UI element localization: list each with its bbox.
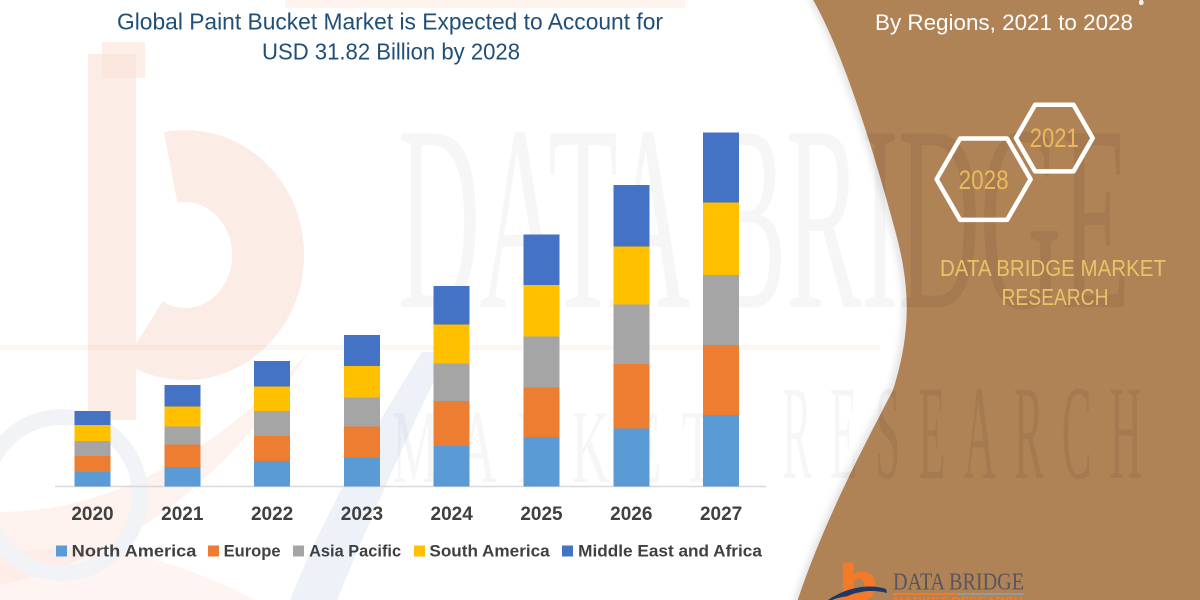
svg-text:2020: 2020 (71, 504, 113, 525)
svg-text:RESEARCH: RESEARCH (782, 357, 1160, 507)
svg-text:2024: 2024 (431, 504, 474, 525)
svg-text:2028: 2028 (959, 165, 1009, 195)
svg-text:2026: 2026 (610, 504, 652, 525)
svg-text:RESEARCH: RESEARCH (1002, 284, 1109, 310)
svg-text:North America: North America (72, 542, 197, 561)
svg-text:Europe: Europe (224, 542, 281, 561)
svg-text:By Regions, 2021 to 2028: By Regions, 2021 to 2028 (875, 10, 1133, 35)
svg-text:2025: 2025 (520, 504, 563, 525)
svg-text:2021: 2021 (1030, 123, 1079, 153)
svg-text:2027: 2027 (700, 504, 742, 525)
svg-text:DATA BRIDGE: DATA BRIDGE (893, 569, 1024, 596)
svg-text:South America: South America (429, 542, 550, 561)
svg-text:2021: 2021 (161, 504, 204, 525)
svg-text:2023: 2023 (341, 504, 383, 525)
svg-text:USD 31.82 Billion by 2028: USD 31.82 Billion by 2028 (262, 39, 520, 65)
svg-text:MARKET RESEARCH: MARKET RESEARCH (893, 594, 1023, 600)
svg-text:Middle East and Africa: Middle East and Africa (578, 542, 762, 561)
svg-text:Global Paint Bucket Market is: Global Paint Bucket Market is Expected t… (117, 9, 663, 35)
svg-text:DATA BRIDGE MARKET: DATA BRIDGE MARKET (940, 255, 1166, 281)
svg-text:Asia Pacific: Asia Pacific (309, 542, 401, 561)
svg-text:2022: 2022 (251, 504, 293, 525)
